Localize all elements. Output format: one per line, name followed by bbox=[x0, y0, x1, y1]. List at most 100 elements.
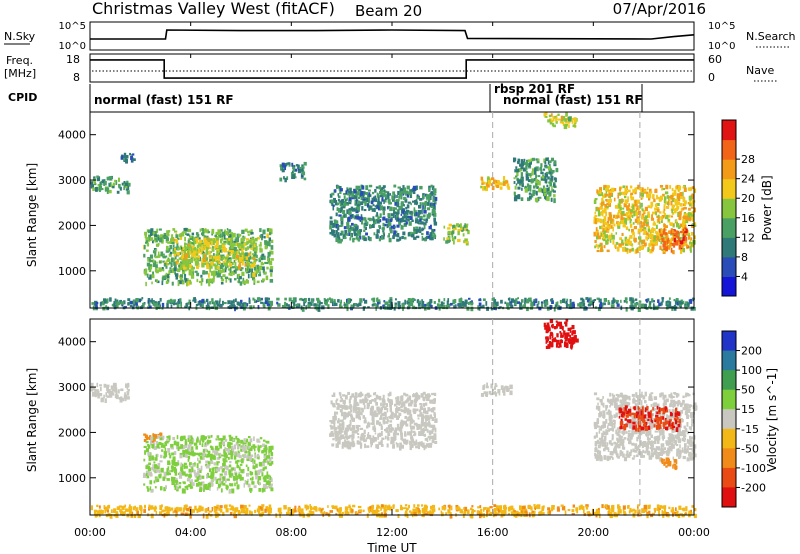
power-cell-5 bbox=[416, 196, 420, 200]
power-cell-10 bbox=[657, 214, 660, 219]
power-cell-2 bbox=[255, 269, 259, 274]
velocity-cell-2 bbox=[224, 470, 228, 476]
velocity-cell-2 bbox=[180, 444, 183, 449]
power-cell-12 bbox=[500, 299, 503, 304]
power-cell-10 bbox=[671, 206, 675, 209]
velocity-cell-2 bbox=[179, 446, 181, 450]
velocity-cell-2 bbox=[247, 466, 250, 472]
power-cell-5 bbox=[394, 226, 396, 229]
power-cell-6 bbox=[452, 225, 455, 229]
velocity-cell-3 bbox=[378, 421, 381, 427]
velocity-cell-2 bbox=[224, 465, 228, 470]
velocity-cell-2 bbox=[221, 454, 225, 457]
velocity-cell-3 bbox=[417, 417, 420, 420]
power-cell-3 bbox=[223, 242, 226, 246]
velocity-cell-2 bbox=[239, 445, 242, 449]
velocity-cell-0 bbox=[98, 393, 102, 396]
velocity-cell-2 bbox=[227, 442, 231, 447]
power-cell-10 bbox=[630, 209, 634, 212]
velocity-cell-2 bbox=[263, 439, 266, 442]
velocity-cell-3 bbox=[358, 410, 361, 415]
velocity-cell-3 bbox=[346, 424, 349, 429]
velocity-cell-3 bbox=[338, 426, 342, 431]
power-cell-0 bbox=[106, 176, 110, 181]
power-cell-12 bbox=[276, 301, 279, 305]
power-cell-12 bbox=[526, 298, 530, 304]
power-cell-5 bbox=[343, 203, 346, 207]
power-cell-5 bbox=[431, 229, 435, 234]
velocity-cell-2 bbox=[162, 476, 166, 481]
velocity-cell-3 bbox=[429, 436, 431, 441]
power-cell-2 bbox=[204, 235, 207, 239]
power-cell-10 bbox=[694, 222, 697, 227]
power-cell-5 bbox=[412, 232, 415, 235]
velocity-cell-3 bbox=[426, 437, 429, 441]
power-cell-2 bbox=[255, 237, 258, 242]
velocity-cell-3 bbox=[400, 433, 403, 437]
power-cell-12 bbox=[570, 302, 574, 308]
velocity-cell-2 bbox=[258, 450, 260, 453]
power-cell-2 bbox=[169, 245, 173, 250]
velocity-cell-3 bbox=[433, 435, 437, 441]
power-cell-12 bbox=[192, 299, 195, 302]
power-cell-9 bbox=[551, 120, 554, 123]
power-cell-10 bbox=[636, 247, 639, 250]
velocity-cell-3 bbox=[345, 412, 348, 416]
power-cell-12 bbox=[536, 303, 539, 308]
power-cell-8 bbox=[552, 189, 555, 192]
power-cell-11 bbox=[684, 228, 686, 232]
velocity-cell-3 bbox=[362, 401, 365, 405]
power-cell-12 bbox=[418, 300, 422, 305]
power-cell-9 bbox=[564, 118, 568, 122]
power-cell-5 bbox=[425, 220, 428, 224]
power-cell-10 bbox=[625, 190, 629, 194]
power-cell-2 bbox=[148, 258, 151, 262]
power-cell-2 bbox=[166, 274, 170, 277]
velocity-cell-4 bbox=[480, 393, 484, 397]
power-cell-12 bbox=[362, 306, 365, 311]
power-cell-2 bbox=[220, 282, 224, 285]
power-cell-8 bbox=[517, 186, 521, 190]
power-cell-5 bbox=[381, 198, 384, 202]
power-cell-12 bbox=[442, 304, 446, 310]
power-cell-10 bbox=[628, 242, 631, 246]
velocity-cell-3 bbox=[338, 391, 341, 395]
velocity-cell-2 bbox=[238, 474, 242, 479]
velocity-cell-0 bbox=[127, 391, 130, 394]
power-cell-10 bbox=[601, 225, 604, 229]
power-cell-5 bbox=[431, 232, 434, 238]
power-cell-3 bbox=[177, 247, 181, 251]
power-cell-2 bbox=[219, 264, 223, 270]
velocity-cell-2 bbox=[268, 449, 271, 454]
power-cell-10 bbox=[635, 211, 639, 216]
velocity-cell-2 bbox=[218, 461, 220, 464]
velocity-cell-2 bbox=[201, 475, 205, 479]
power-cell-5 bbox=[376, 205, 379, 209]
power-cell-10 bbox=[611, 219, 615, 224]
power-cell-8 bbox=[518, 168, 521, 173]
velocity-cell-3 bbox=[351, 416, 354, 422]
power-cell-2 bbox=[156, 234, 160, 239]
power-cell-2 bbox=[179, 277, 183, 281]
power-cell-5 bbox=[392, 213, 395, 219]
power-cell-5 bbox=[346, 221, 350, 227]
power-cell-10 bbox=[627, 215, 631, 220]
power-cell-10 bbox=[677, 201, 681, 206]
power-cell-12 bbox=[416, 299, 419, 304]
power-cell-10 bbox=[644, 206, 648, 211]
power-cell-10 bbox=[617, 223, 621, 229]
power-cell-10 bbox=[594, 245, 596, 249]
power-cell-10 bbox=[605, 190, 608, 194]
velocity-cell-2 bbox=[191, 479, 193, 484]
power-cell-2 bbox=[229, 278, 232, 283]
power-cell-2 bbox=[148, 234, 151, 239]
power-cell-5 bbox=[346, 224, 349, 230]
velocity-cell-2 bbox=[156, 464, 160, 469]
power-cell-2 bbox=[267, 251, 271, 257]
power-cell-12 bbox=[580, 297, 584, 301]
power-cell-5 bbox=[393, 184, 397, 188]
power-cell-12 bbox=[632, 297, 634, 301]
power-cell-5 bbox=[385, 194, 388, 198]
frequency-panel: Freq. [MHz] 18 8 60 0 Nave bbox=[4, 53, 778, 84]
power-cell-2 bbox=[265, 261, 269, 265]
